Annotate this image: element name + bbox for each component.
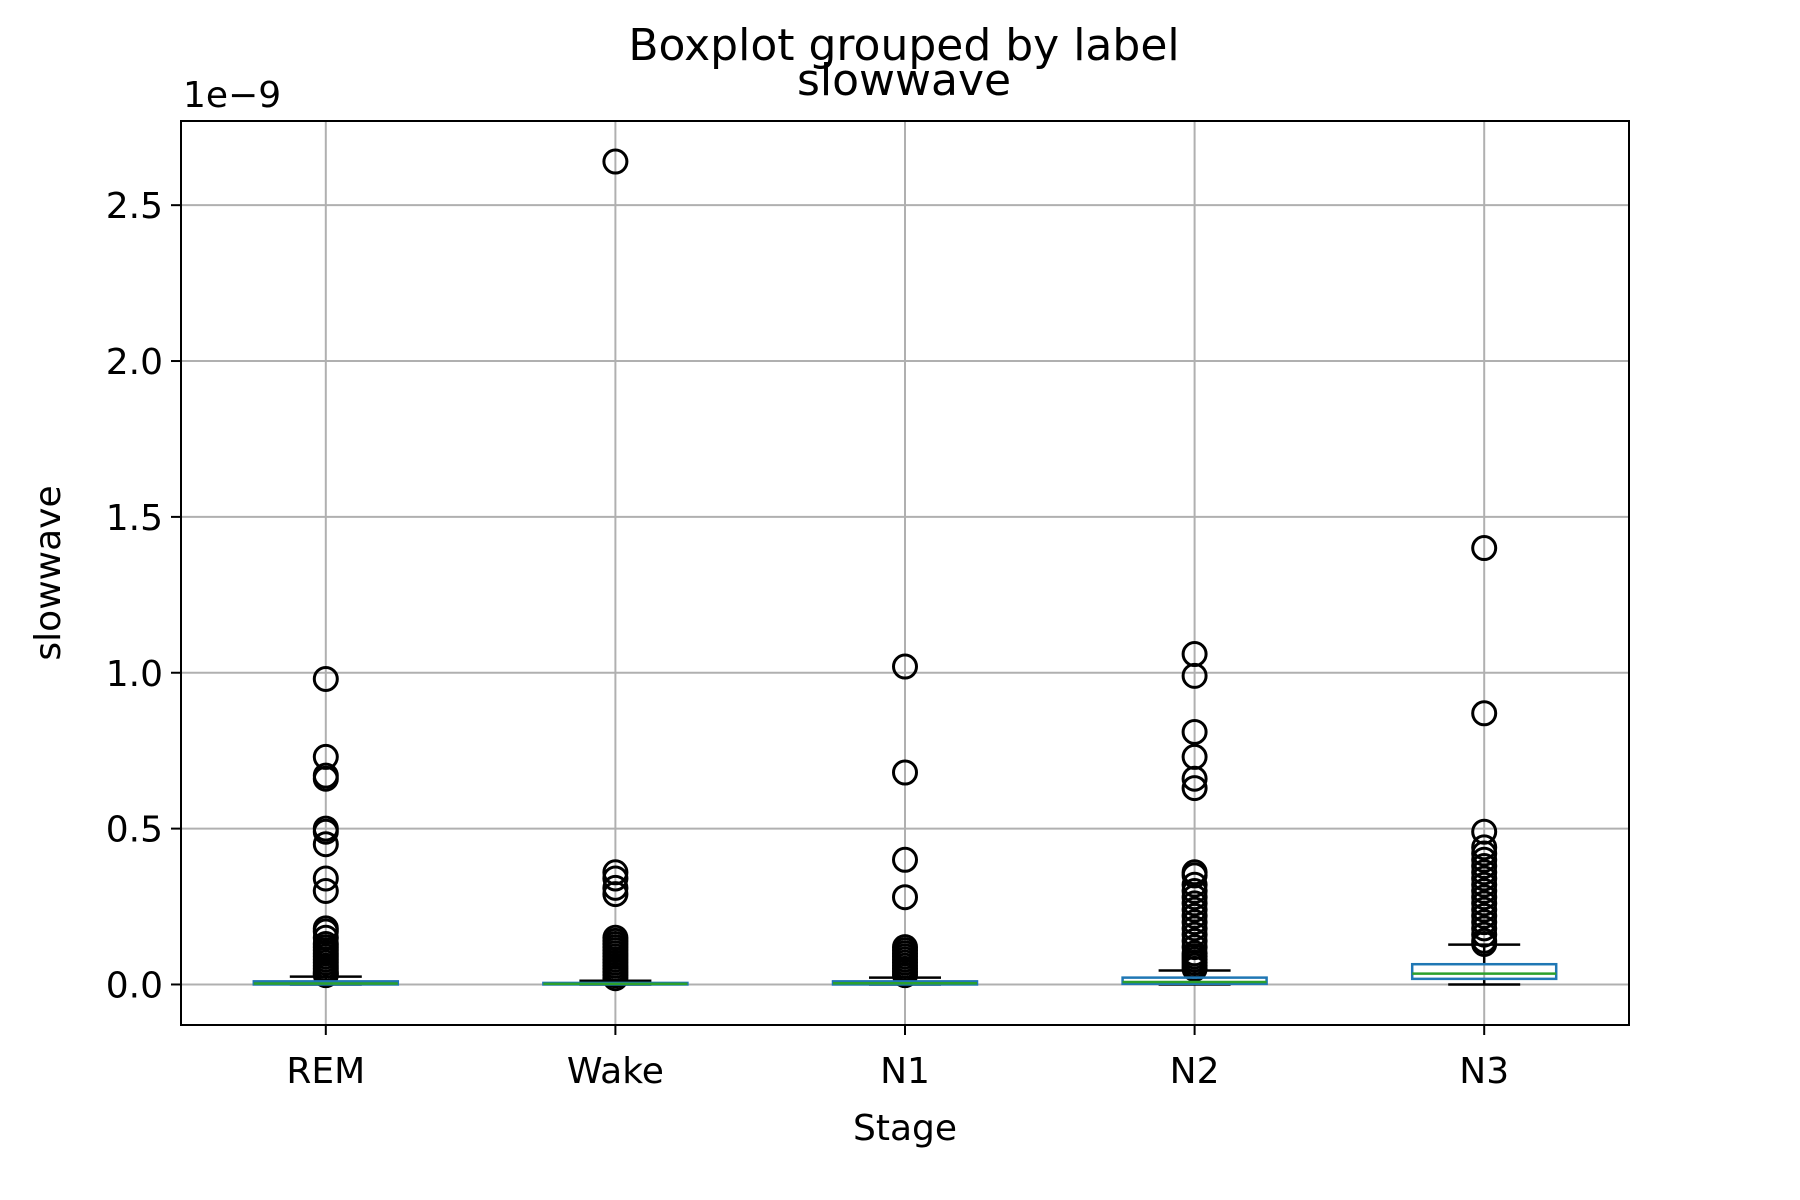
outlier-point — [312, 765, 339, 792]
outlier-point — [312, 962, 339, 989]
outlier-point — [1471, 859, 1498, 886]
outlier-point — [1471, 834, 1498, 861]
y-tick-label: 0.5 — [106, 810, 163, 851]
outlier-point — [312, 831, 339, 858]
box-group-n3 — [1410, 535, 1558, 986]
outlier-point — [1181, 662, 1208, 689]
outlier-point — [1181, 775, 1208, 802]
y-tick-label: 2.0 — [106, 342, 163, 383]
axis-ticks: 0.0 0.5 1.0 1.5 2.0 2.5 REM Wake N1 N2 N3 — [106, 186, 1509, 1092]
outlier-point — [1471, 902, 1498, 929]
box-group-n1 — [831, 653, 979, 989]
outlier-point — [1471, 865, 1498, 892]
outlier-point — [1471, 915, 1498, 942]
outlier-point — [1471, 871, 1498, 898]
outlier-point — [1181, 884, 1208, 911]
outlier-point — [1181, 718, 1208, 745]
outlier-point — [1471, 896, 1498, 923]
outlier-point — [602, 881, 629, 908]
outlier-point — [892, 846, 918, 873]
outlier-point — [602, 874, 629, 901]
box-group-rem — [252, 665, 400, 989]
chart-title: slowwave — [797, 55, 1011, 106]
outlier-point — [312, 865, 339, 892]
y-axis-label: slowwave — [28, 485, 69, 660]
outlier-point — [1471, 853, 1498, 880]
outlier-point — [1471, 846, 1498, 873]
outlier-point — [892, 962, 918, 989]
outlier-point — [1181, 765, 1208, 792]
outlier-point — [892, 884, 918, 911]
outlier-point — [1181, 871, 1208, 898]
outlier-point — [1181, 896, 1208, 923]
iqr-box — [1410, 962, 1558, 981]
outlier-point — [1181, 909, 1208, 936]
outlier-point — [602, 865, 629, 892]
outlier-point — [1471, 884, 1498, 911]
x-tick-label: Wake — [567, 1051, 664, 1092]
outlier-point — [1471, 535, 1498, 562]
box-group-wake — [542, 148, 689, 992]
x-tick-label: N3 — [1459, 1051, 1509, 1092]
x-tick-label: N2 — [1170, 1051, 1220, 1092]
chart-suptitle: Boxplot grouped by label — [628, 20, 1179, 71]
outlier-point — [1471, 890, 1498, 917]
outlier-point — [1471, 840, 1498, 867]
outlier-point — [1181, 877, 1208, 904]
y-tick-label: 1.5 — [106, 498, 163, 539]
outlier-point — [1471, 700, 1498, 727]
x-tick-label: REM — [286, 1051, 365, 1092]
box-group-n2 — [1121, 641, 1268, 986]
y-tick-label: 1.0 — [106, 654, 163, 695]
outlier-point — [602, 148, 629, 175]
outlier-point — [892, 759, 918, 786]
outlier-point — [1181, 902, 1208, 929]
outlier-point — [1471, 877, 1498, 904]
outlier-point — [602, 965, 629, 992]
x-axis-label: Stage — [853, 1108, 957, 1149]
outlier-point — [1181, 915, 1208, 942]
x-tick-label: N1 — [880, 1051, 930, 1092]
outlier-point — [312, 877, 339, 904]
outlier-point — [892, 653, 918, 680]
outlier-point — [1181, 890, 1208, 917]
outlier-point — [312, 665, 339, 692]
outlier-point — [312, 818, 339, 845]
y-tick-label: 2.5 — [106, 186, 163, 227]
y-tick-label: 0.0 — [106, 965, 163, 1006]
outlier-point — [1181, 955, 1208, 982]
box-groups — [252, 148, 1558, 992]
y-offset-label: 1e−9 — [183, 75, 281, 116]
axes-frame — [180, 120, 1630, 1026]
